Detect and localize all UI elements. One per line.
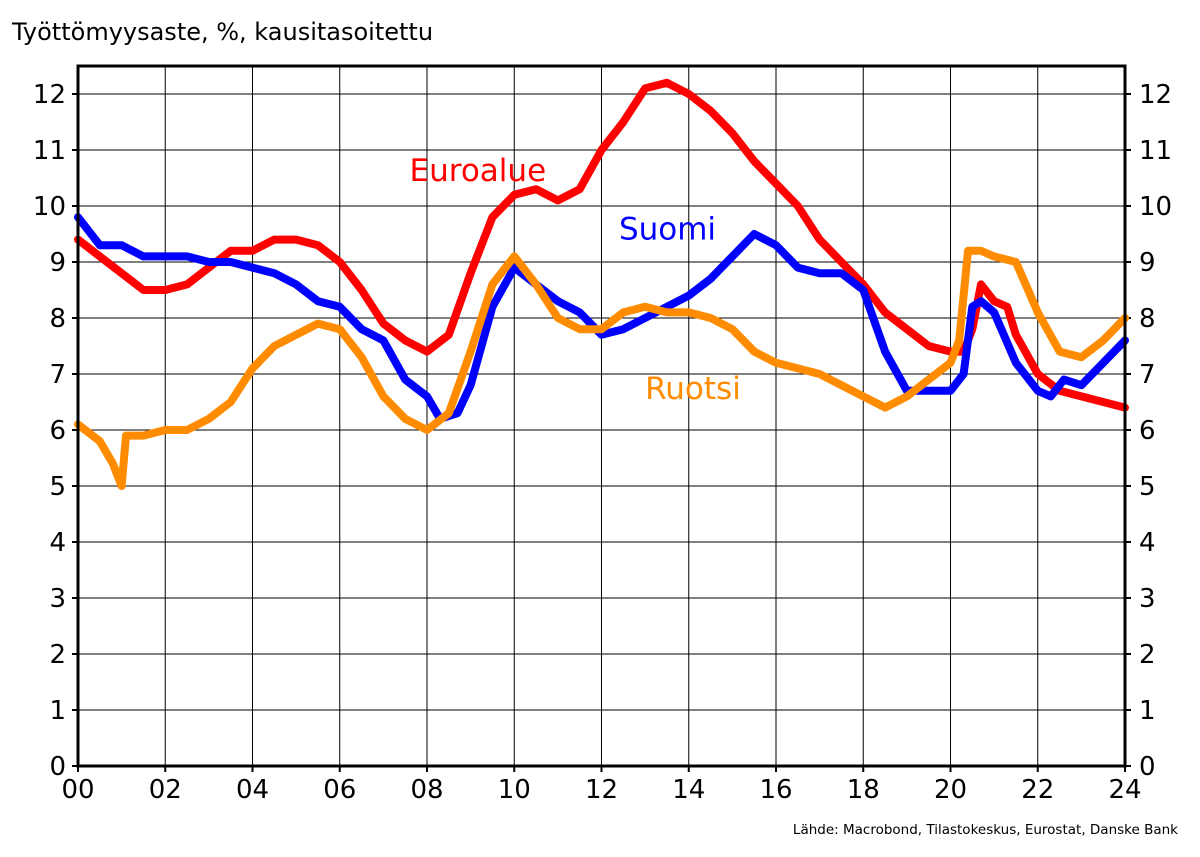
series-labels: Euroalue Suomi Ruotsi bbox=[410, 153, 741, 407]
y-tick-label-right: 9 bbox=[1139, 248, 1156, 278]
y-tick-label-right: 12 bbox=[1139, 80, 1172, 110]
y-tick-label-left: 3 bbox=[49, 584, 66, 614]
y-tick-label-left: 0 bbox=[49, 752, 66, 782]
x-tick-label: 24 bbox=[1108, 775, 1141, 805]
y-tick-label-right: 1 bbox=[1139, 696, 1156, 726]
y-tick-label-left: 9 bbox=[49, 248, 66, 278]
y-tick-label-right: 4 bbox=[1139, 528, 1156, 558]
x-tick-label: 00 bbox=[61, 775, 94, 805]
x-tick-label: 12 bbox=[585, 775, 618, 805]
series-line-suomi bbox=[74, 213, 1129, 423]
series-line-ruotsi bbox=[74, 246, 1129, 490]
series-label-euroalue: Euroalue bbox=[410, 153, 547, 189]
plot-frame bbox=[76, 64, 1127, 768]
y-tick-label-right: 5 bbox=[1139, 472, 1156, 502]
x-tick-label: 08 bbox=[410, 775, 443, 805]
y-tick-label-left: 7 bbox=[49, 360, 66, 390]
series-label-ruotsi: Ruotsi bbox=[645, 371, 741, 407]
x-tick-label: 02 bbox=[149, 775, 182, 805]
y-tick-label-left: 10 bbox=[33, 192, 66, 222]
x-tick-label: 10 bbox=[498, 775, 531, 805]
y-tick-label-right: 10 bbox=[1139, 192, 1172, 222]
y-tick-label-left: 2 bbox=[49, 640, 66, 670]
series-label-suomi: Suomi bbox=[619, 212, 716, 248]
y-tick-label-right: 3 bbox=[1139, 584, 1156, 614]
y-tick-label-right: 2 bbox=[1139, 640, 1156, 670]
x-tick-label: 16 bbox=[759, 775, 792, 805]
axis-ticks: 00 02 04 06 08 10 12 14 16 18 20 22 240 01 12 23 34 45 56 6… bbox=[33, 80, 1172, 805]
y-tick-label-left: 8 bbox=[49, 304, 66, 334]
y-tick-label-left: 12 bbox=[33, 80, 66, 110]
y-tick-label-right: 11 bbox=[1139, 136, 1172, 166]
y-tick-label-left: 5 bbox=[49, 472, 66, 502]
y-tick-label-left: 6 bbox=[49, 416, 66, 446]
y-tick-label-left: 4 bbox=[49, 528, 66, 558]
y-tick-label-right: 6 bbox=[1139, 416, 1156, 446]
x-tick-label: 06 bbox=[323, 775, 356, 805]
x-tick-label: 04 bbox=[236, 775, 269, 805]
x-tick-label: 14 bbox=[672, 775, 705, 805]
x-tick-label: 18 bbox=[847, 775, 880, 805]
x-tick-label: 20 bbox=[934, 775, 967, 805]
source-note: Lähde: Macrobond, Tilastokeskus, Eurosta… bbox=[793, 822, 1178, 838]
x-tick-label: 22 bbox=[1021, 775, 1054, 805]
y-tick-label-right: 0 bbox=[1139, 752, 1156, 782]
y-tick-label-left: 11 bbox=[33, 136, 66, 166]
chart-title: Työttömyysaste, %, kausitasoitettu bbox=[11, 18, 433, 46]
grid bbox=[78, 66, 1125, 766]
y-tick-label-right: 8 bbox=[1139, 304, 1156, 334]
series-lines bbox=[74, 78, 1129, 490]
y-tick-label-left: 1 bbox=[49, 696, 66, 726]
y-tick-label-right: 7 bbox=[1139, 360, 1156, 390]
